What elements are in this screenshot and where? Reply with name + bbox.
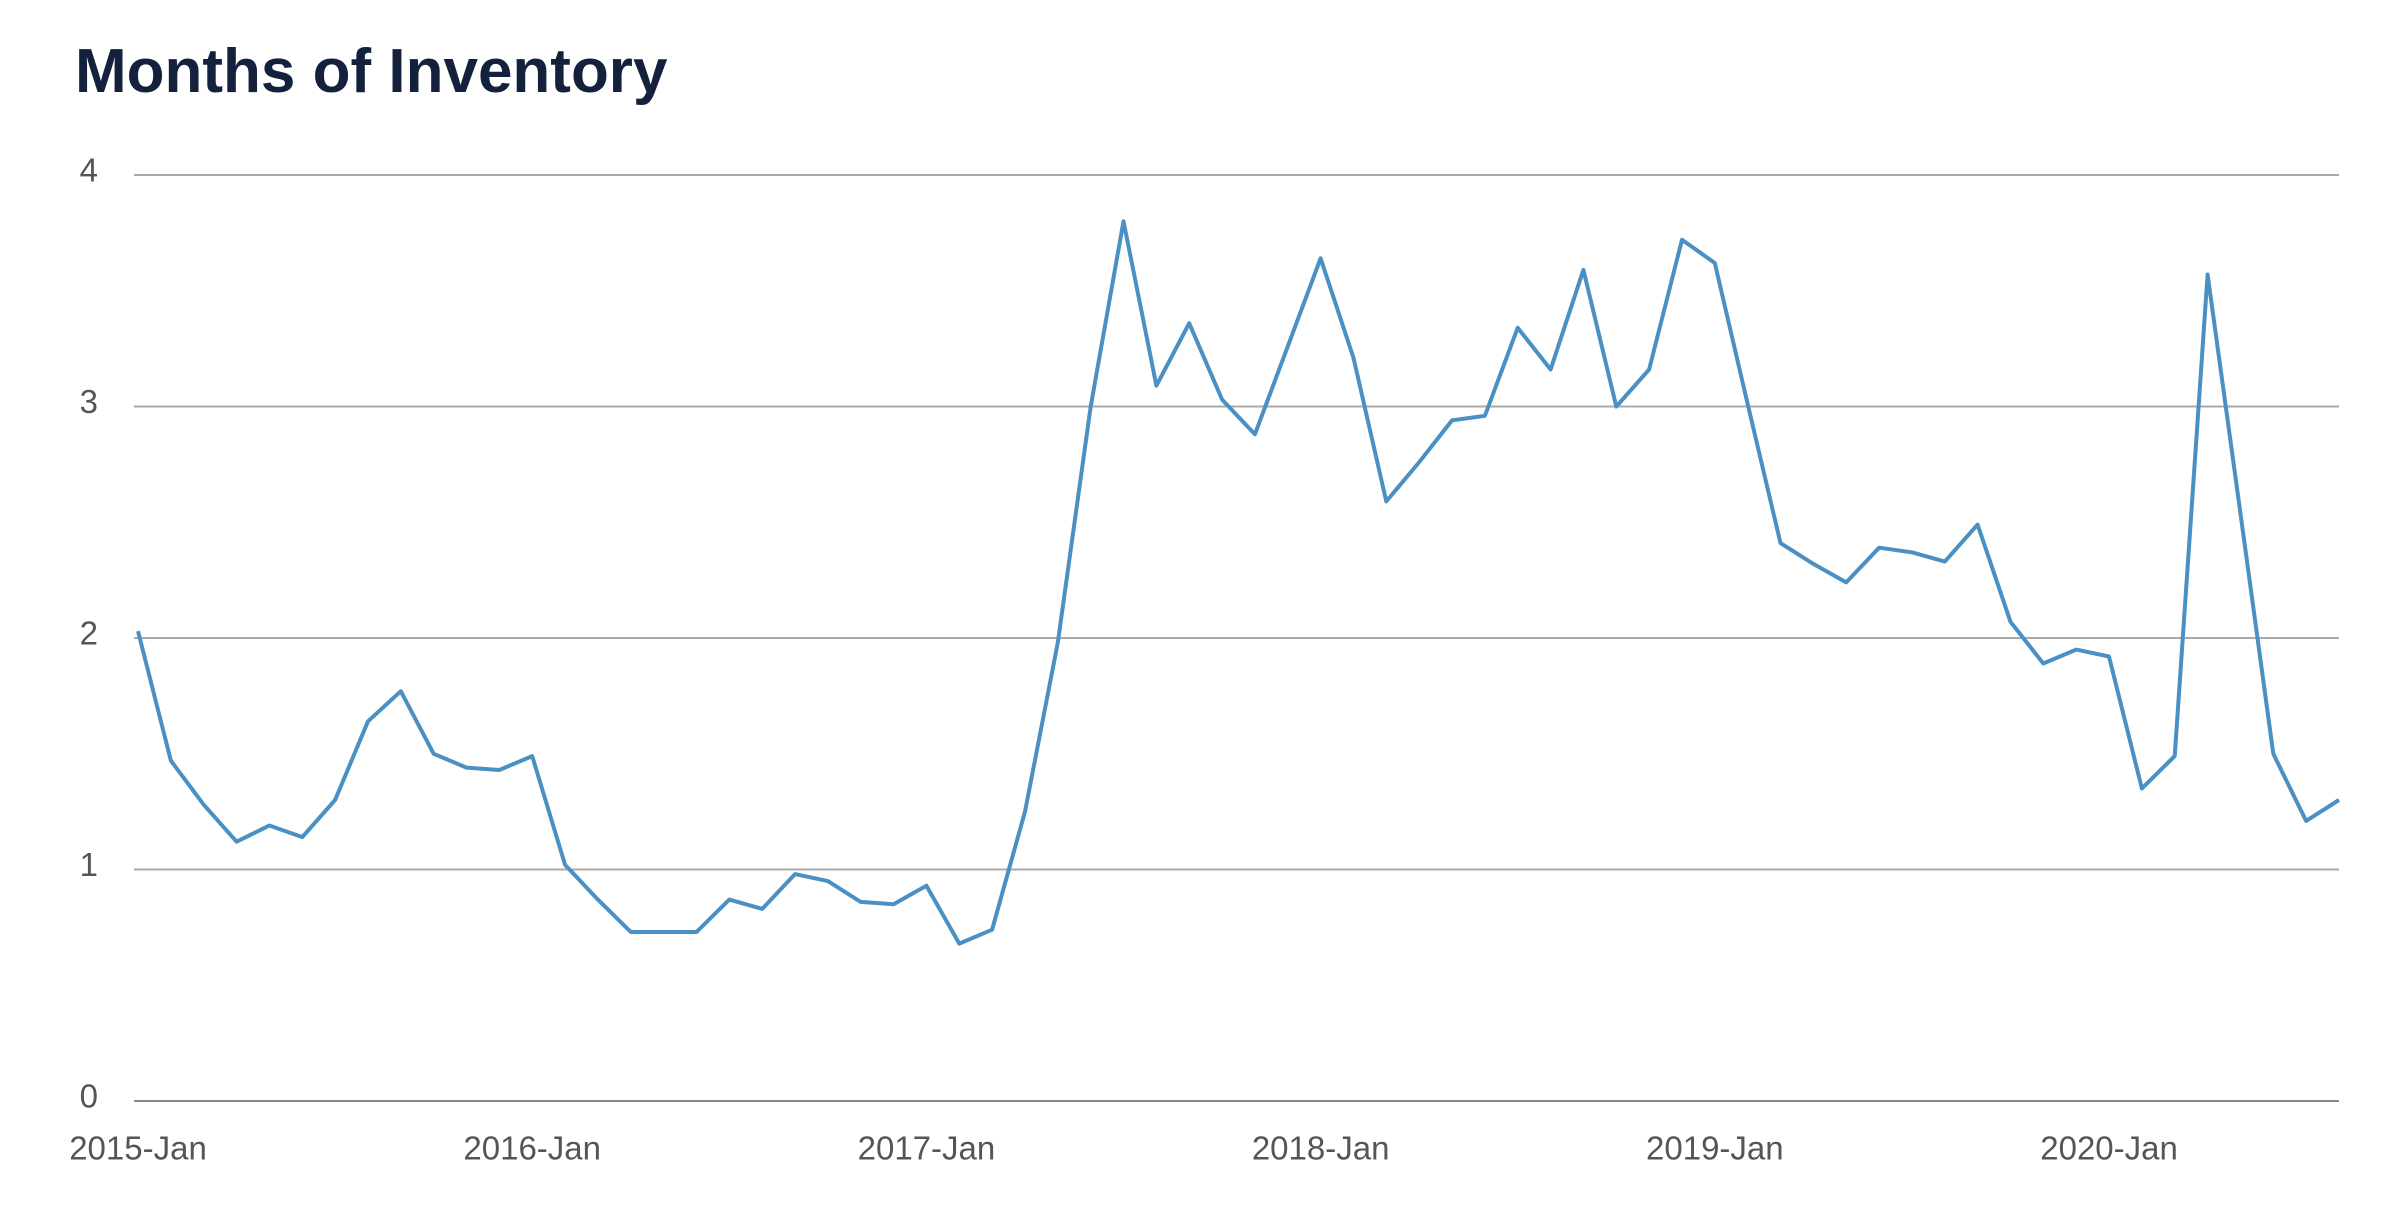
- x-tick-label: 2016-Jan: [463, 1130, 601, 1167]
- x-tick-label: 2017-Jan: [858, 1130, 996, 1167]
- y-tick-label: 1: [80, 846, 98, 883]
- x-tick-label: 2019-Jan: [1646, 1130, 1784, 1167]
- x-tick-label: 2018-Jan: [1252, 1130, 1390, 1167]
- x-tick-label: 2015-Jan: [69, 1130, 207, 1167]
- y-tick-label: 2: [80, 615, 98, 652]
- y-tick-label: 0: [80, 1078, 98, 1115]
- x-tick-label: 2020-Jan: [2040, 1130, 2178, 1167]
- data-line: [136, 219, 2341, 946]
- chart-title: Months of Inventory: [75, 37, 668, 106]
- y-tick-label: 4: [80, 152, 98, 189]
- y-tick-label: 3: [80, 383, 98, 420]
